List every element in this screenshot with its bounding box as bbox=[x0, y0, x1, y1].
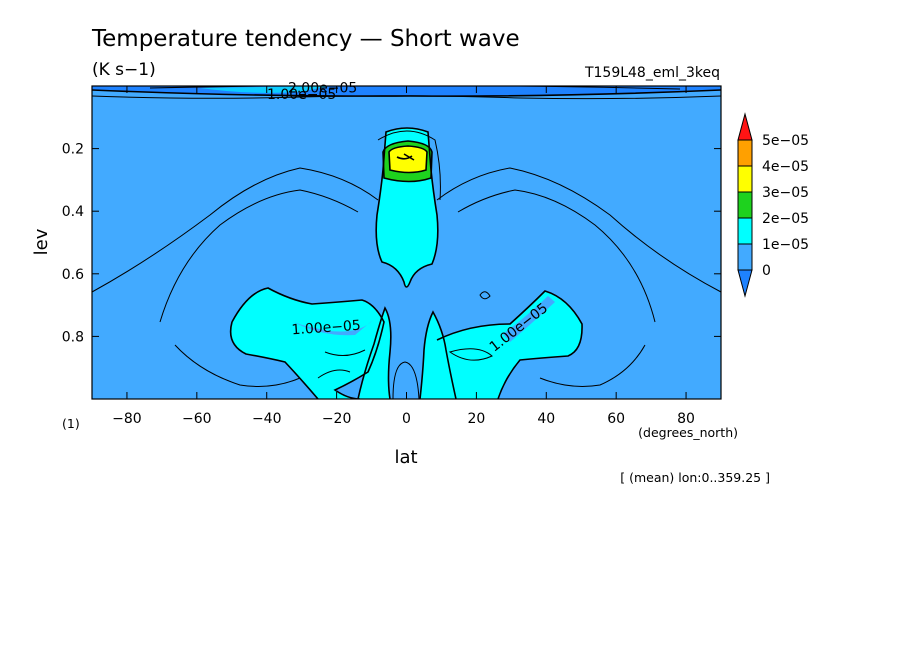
contour-label: 1.00e−05 bbox=[291, 318, 361, 339]
colorbar-segment bbox=[737, 217, 753, 245]
contour-line-column-outer bbox=[377, 130, 441, 201]
contour-line-1e-05-center-left bbox=[357, 306, 392, 399]
contour-line-1e-05-right bbox=[436, 290, 583, 399]
contour-line-inner-center bbox=[392, 361, 420, 399]
colorbar-segment bbox=[737, 243, 753, 271]
contour-line-2e-05-core bbox=[382, 140, 433, 183]
x-tick-label: 80 bbox=[677, 411, 695, 427]
colorbar-top-triangle bbox=[737, 112, 753, 141]
contour-line-top-thick bbox=[92, 89, 721, 97]
plot-area bbox=[92, 86, 721, 399]
x-tick-label: 60 bbox=[607, 411, 625, 427]
x-tick-label: −80 bbox=[112, 411, 142, 427]
contour-band-right bbox=[503, 296, 555, 342]
contour-line-bottom-right bbox=[539, 344, 646, 387]
contour-fill-yellow-core bbox=[389, 146, 427, 173]
contour-line-1e-05-column bbox=[375, 127, 439, 288]
chart-units: (K s−1) bbox=[92, 60, 156, 80]
y-tick-label: 0.8 bbox=[62, 329, 84, 345]
colorbar-segment bbox=[737, 165, 753, 193]
colorbar-bottom-triangle bbox=[737, 269, 753, 298]
colorbar-label: 4e−05 bbox=[762, 159, 809, 175]
contour-band-left bbox=[290, 320, 373, 336]
colorbar-label: 3e−05 bbox=[762, 185, 809, 201]
contour-line-small-loop bbox=[479, 291, 491, 300]
colorbar: 0 1e−05 2e−05 3e−05 4e−05 5e−05 bbox=[737, 112, 809, 298]
contour-line-inner-left bbox=[324, 349, 366, 356]
contour-line-1e-05-left bbox=[229, 287, 385, 399]
contour-label: 1.00e−05 bbox=[267, 87, 336, 103]
x-tick-label: 0 bbox=[402, 411, 411, 427]
contour-line-outer-shell bbox=[92, 167, 721, 293]
run-name: T159L48_eml_3keq bbox=[584, 65, 720, 81]
contour-line-outer-shell-2 bbox=[159, 189, 656, 323]
x-axis-units: (degrees_north) bbox=[638, 425, 738, 440]
x-tick-label: 40 bbox=[537, 411, 555, 427]
chart-title: Temperature tendency — Short wave bbox=[91, 26, 520, 52]
contour-line-inner-right bbox=[448, 348, 493, 361]
contour-label: 2.00e−05 bbox=[288, 81, 357, 97]
y-tick-label: 0.4 bbox=[62, 204, 84, 220]
colorbar-segment bbox=[737, 191, 753, 219]
y-axis-label: lev bbox=[31, 228, 52, 255]
contour-line-bottom-left bbox=[174, 344, 301, 387]
contour-fill-right-lobe bbox=[437, 291, 583, 399]
y-axis-units: (1) bbox=[62, 416, 80, 431]
x-axis-label: lat bbox=[394, 447, 417, 468]
contour-line-3e-05-core bbox=[388, 145, 428, 174]
x-tick-label: −40 bbox=[252, 411, 282, 427]
top-cyan-band bbox=[200, 86, 330, 93]
mean-annotation: [ (mean) lon:0..359.25 ] bbox=[620, 470, 770, 485]
colorbar-segment bbox=[737, 139, 753, 167]
colorbar-label: 0 bbox=[762, 263, 771, 279]
contour-line-1e-05-center-right bbox=[419, 310, 457, 399]
contour-line-inner-bottom-left bbox=[317, 369, 351, 379]
contour-fill-left-lobe bbox=[230, 288, 384, 399]
x-tick-label: −60 bbox=[182, 411, 212, 427]
x-tick-label: 20 bbox=[467, 411, 485, 427]
colorbar-label: 5e−05 bbox=[762, 133, 809, 149]
colorbar-label: 1e−05 bbox=[762, 237, 809, 253]
y-tick-label: 0.6 bbox=[62, 267, 84, 283]
contour-line-core-mark bbox=[396, 153, 415, 161]
y-tick-label: 0.2 bbox=[62, 142, 84, 158]
x-tick-label: −20 bbox=[322, 411, 352, 427]
colorbar-label: 2e−05 bbox=[762, 211, 809, 227]
